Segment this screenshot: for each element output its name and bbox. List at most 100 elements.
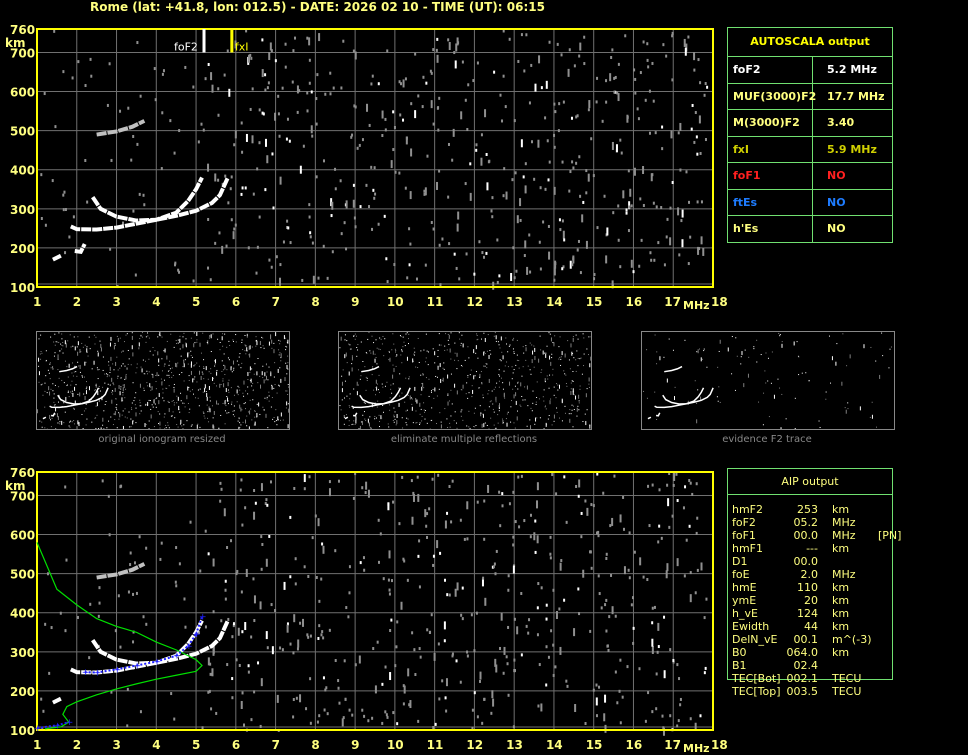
thumbnail-noise [40,358,42,360]
thumbnail-noise [264,372,266,377]
thumbnail-noise [135,412,137,417]
thumbnail-noise [571,409,573,411]
noise-dot [207,552,210,556]
noise-dot [309,721,312,725]
thumbnail-noise [108,361,110,363]
thumbnail-noise [99,390,101,392]
thumbnail-noise [221,370,223,372]
thumbnail-noise [588,354,590,356]
thumbnail-noise [544,378,546,383]
thumbnail-noise [560,356,562,358]
thumbnail-noise [370,427,372,429]
thumbnail-noise [54,352,56,354]
thumbnail-noise [166,340,168,342]
thumbnail-noise [96,414,98,416]
thumbnail-noise [272,418,274,420]
thumbnail-noise [287,368,289,370]
noise-dot [557,129,560,133]
thumbnail-noise [447,426,449,428]
noise-dot [424,509,427,518]
noise-dot [696,516,699,520]
noise-dot [636,107,639,111]
thumbnail-noise [84,361,86,366]
noise-dot [207,690,210,694]
noise-dot [681,239,684,248]
thumbnail-noise [157,411,159,413]
thumbnail-noise [564,405,566,407]
noise-dot [545,603,548,607]
thumbnail-noise [590,336,592,338]
noise-dot [689,571,692,575]
thumbnail-noise [430,419,432,421]
noise-dot [651,483,654,487]
noise-dot [418,539,421,543]
y-tick-label: 760 [10,23,35,37]
thumbnail-noise [144,423,146,428]
thumbnail-noise [235,334,237,336]
autoscala-key: foF2 [728,57,813,83]
noise-dot [619,138,622,142]
thumbnail-noise [718,350,720,352]
thumbnail-noise [259,341,261,346]
thumbnail-noise [237,394,239,396]
thumbnail-noise [488,378,490,383]
noise-dot [368,123,371,127]
noise-dot [68,235,71,239]
thumbnail-noise [114,387,116,392]
noise-dot [473,272,476,276]
noise-dot [265,498,268,502]
thumbnail-noise [225,388,227,393]
thumbnail-noise [100,343,102,348]
noise-dot [241,630,244,634]
noise-dot [409,700,412,709]
thumbnail-noise [741,351,743,356]
thumbnail-noise [407,394,409,396]
noise-dot [662,726,665,730]
thumbnail-noise [286,364,288,369]
thumbnail-noise [113,369,115,371]
noise-dot [436,181,439,190]
noise-dot [595,100,598,104]
noise-dot [575,161,578,165]
noise-dot [40,173,43,177]
noise-dot [84,158,87,162]
thumbnail-noise [368,422,370,427]
thumbnail-noise [359,425,361,430]
thumbnail-noise [156,372,158,377]
noise-dot [192,279,195,283]
thumbnail-noise [139,413,141,415]
thumbnail-noise [125,373,127,375]
thumbnail-noise [424,411,426,413]
thumbnail-noise [81,413,83,415]
thumbnail-noise [81,376,83,378]
thumbnail-noise [127,349,129,351]
noise-dot [199,569,202,573]
thumbnail-noise [391,392,393,394]
noise-dot [444,696,447,700]
noise-dot [669,648,672,652]
noise-dot [260,483,263,492]
noise-dot [491,215,494,219]
noise-dot [578,479,581,488]
thumbnail-noise [205,366,207,371]
thumbnail-noise [110,356,112,361]
thumbnail-noise [353,420,355,422]
thumbnail-noise [557,384,559,386]
noise-dot [483,537,486,541]
noise-dot [475,611,478,615]
noise-dot [170,692,173,696]
thumbnail-noise [246,334,248,336]
thumbnail-noise [469,427,471,429]
noise-dot [306,36,309,40]
thumbnail-noise [161,381,163,386]
noise-dot [279,277,282,286]
thumbnail-noise [466,382,468,384]
thumbnail-noise [48,386,50,391]
thumbnail-noise [103,410,105,412]
noise-dot [447,195,450,199]
noise-dot [704,666,707,670]
noise-dot [390,160,393,169]
thumbnail-noise [37,409,39,414]
noise-dot [211,84,214,93]
noise-dot [232,622,235,626]
